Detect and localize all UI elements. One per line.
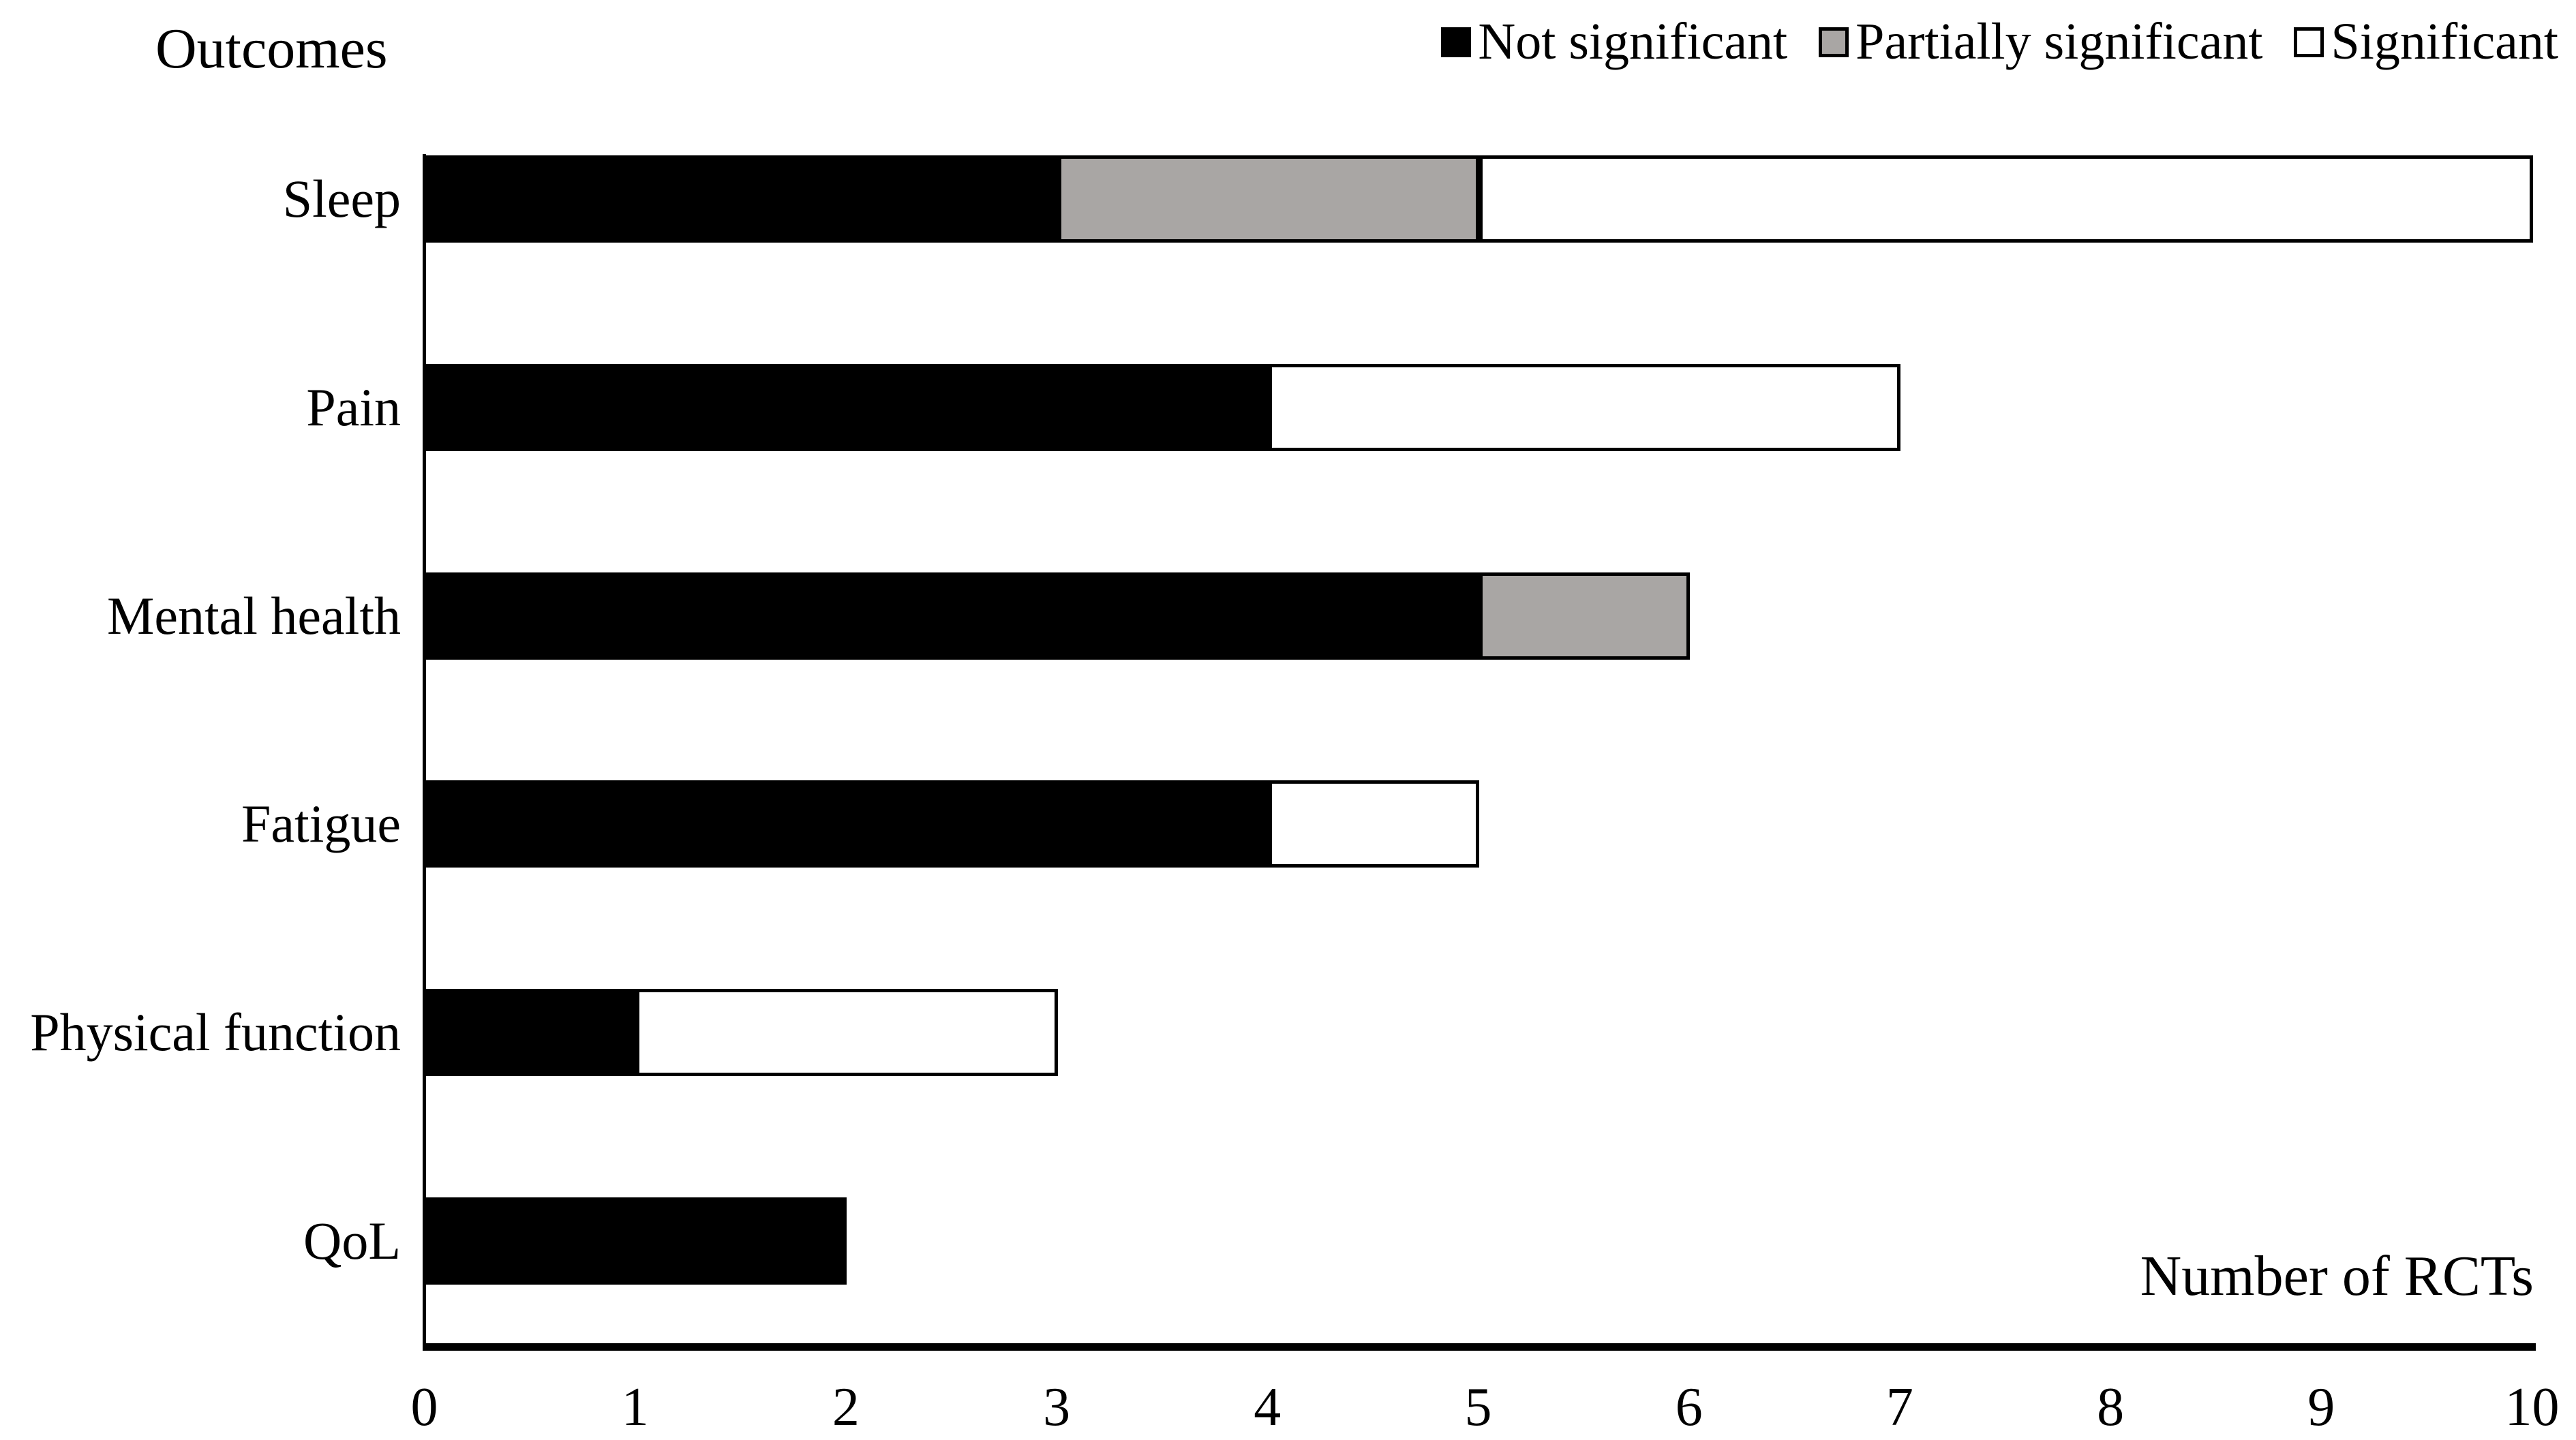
x-tick-label-9: 9 bbox=[2307, 1377, 2335, 1437]
legend-item-partially-significant: Partially significant bbox=[1819, 12, 2262, 72]
bar-segment-fatigue-significant bbox=[1268, 780, 1479, 868]
legend-item-significant: Significant bbox=[2294, 12, 2558, 72]
legend: Not significant Partially significant Si… bbox=[1441, 12, 2558, 72]
bar-segment-physical-function-not-significant bbox=[425, 989, 637, 1077]
bar-physical-function bbox=[425, 989, 1058, 1077]
x-tick-label-8: 8 bbox=[2097, 1377, 2125, 1437]
x-tick-label-5: 5 bbox=[1464, 1377, 1492, 1437]
bar-segment-fatigue-not-significant bbox=[425, 780, 1269, 868]
bar-mental-health bbox=[425, 572, 1691, 660]
x-tick-label-7: 7 bbox=[1885, 1377, 1913, 1437]
bar-segment-physical-function-significant bbox=[636, 989, 1058, 1077]
x-tick-label-6: 6 bbox=[1675, 1377, 1703, 1437]
bar-segment-mental-health-partially-significant bbox=[1479, 572, 1691, 660]
bar-segment-qol-not-significant bbox=[425, 1197, 847, 1285]
category-label-mental-health: Mental health bbox=[106, 585, 401, 645]
bar-segment-pain-not-significant bbox=[425, 363, 1269, 451]
x-tick-label-3: 3 bbox=[1043, 1377, 1071, 1437]
bar-segment-sleep-partially-significant bbox=[1057, 155, 1479, 243]
bar-segment-sleep-significant bbox=[1479, 155, 2533, 243]
x-tick-label-2: 2 bbox=[832, 1377, 860, 1437]
legend-swatch-partially-significant-icon bbox=[1819, 27, 1849, 57]
category-label-qol: QoL bbox=[303, 1211, 401, 1270]
x-tick-label-10: 10 bbox=[2504, 1377, 2560, 1437]
bar-fatigue bbox=[425, 780, 1479, 868]
bar-qol bbox=[425, 1197, 847, 1285]
category-label-physical-function: Physical function bbox=[30, 1002, 401, 1062]
bar-sleep bbox=[425, 155, 2533, 243]
x-tick-label-1: 1 bbox=[621, 1377, 649, 1437]
legend-label-significant: Significant bbox=[2331, 13, 2558, 70]
x-tick-label-4: 4 bbox=[1254, 1377, 1282, 1437]
legend-swatch-not-significant-icon bbox=[1441, 27, 1472, 57]
bar-pain bbox=[425, 363, 1901, 451]
x-axis-line bbox=[423, 1343, 2536, 1351]
legend-label-not-significant: Not significant bbox=[1478, 13, 1788, 70]
legend-label-partially-significant: Partially significant bbox=[1855, 13, 2263, 70]
bar-segment-mental-health-not-significant bbox=[425, 572, 1479, 660]
y-axis-title: Outcomes bbox=[155, 17, 388, 80]
bar-segment-pain-significant bbox=[1268, 363, 1901, 451]
bar-segment-sleep-not-significant bbox=[425, 155, 1058, 243]
legend-swatch-significant-icon bbox=[2294, 27, 2324, 57]
x-axis-title: Number of RCTs bbox=[2140, 1244, 2534, 1308]
category-label-sleep: Sleep bbox=[282, 169, 401, 228]
category-label-fatigue: Fatigue bbox=[241, 794, 401, 854]
category-label-pain: Pain bbox=[306, 377, 401, 437]
x-tick-label-0: 0 bbox=[410, 1377, 438, 1437]
y-axis-line bbox=[423, 154, 426, 1351]
legend-item-not-significant: Not significant bbox=[1441, 12, 1787, 72]
